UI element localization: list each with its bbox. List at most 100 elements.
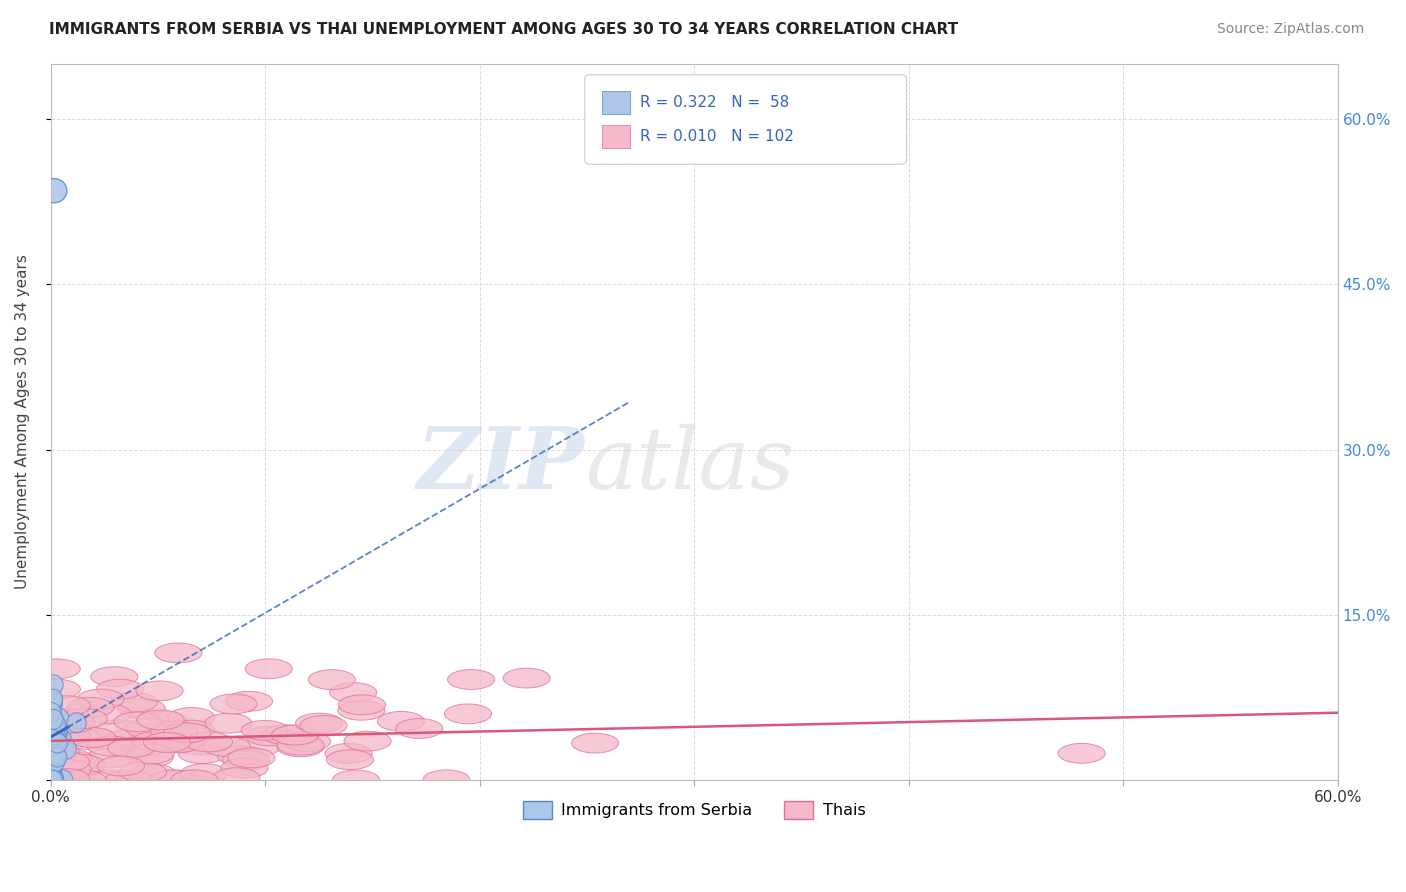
Ellipse shape	[120, 762, 166, 782]
Ellipse shape	[42, 742, 60, 762]
Ellipse shape	[44, 770, 63, 789]
Ellipse shape	[34, 680, 80, 699]
Ellipse shape	[277, 737, 323, 756]
Ellipse shape	[325, 744, 373, 764]
Ellipse shape	[46, 726, 65, 746]
Ellipse shape	[284, 731, 330, 751]
Ellipse shape	[153, 733, 201, 753]
Text: R = 0.010   N = 102: R = 0.010 N = 102	[640, 128, 794, 144]
Ellipse shape	[44, 709, 62, 729]
Ellipse shape	[114, 712, 162, 731]
Ellipse shape	[45, 748, 93, 768]
Ellipse shape	[69, 728, 115, 747]
Ellipse shape	[45, 752, 65, 772]
Ellipse shape	[44, 690, 63, 709]
Ellipse shape	[155, 732, 202, 752]
Ellipse shape	[44, 695, 62, 715]
Ellipse shape	[150, 724, 198, 744]
Ellipse shape	[56, 739, 76, 759]
Ellipse shape	[132, 731, 179, 752]
Ellipse shape	[149, 770, 197, 789]
Ellipse shape	[262, 724, 309, 745]
Ellipse shape	[87, 736, 135, 756]
Ellipse shape	[152, 770, 200, 789]
Ellipse shape	[127, 747, 173, 767]
Ellipse shape	[44, 738, 62, 758]
Ellipse shape	[44, 746, 62, 765]
Ellipse shape	[42, 703, 60, 723]
FancyBboxPatch shape	[602, 91, 630, 114]
Ellipse shape	[344, 731, 391, 751]
Ellipse shape	[209, 694, 257, 714]
Ellipse shape	[170, 770, 218, 789]
Legend: Immigrants from Serbia, Thais: Immigrants from Serbia, Thais	[516, 795, 872, 826]
Ellipse shape	[45, 720, 65, 739]
Ellipse shape	[44, 739, 63, 759]
Ellipse shape	[423, 770, 470, 789]
Ellipse shape	[42, 769, 90, 789]
Ellipse shape	[49, 752, 96, 772]
Ellipse shape	[48, 733, 67, 753]
Ellipse shape	[45, 770, 63, 789]
Ellipse shape	[44, 766, 63, 786]
Ellipse shape	[447, 670, 495, 690]
Ellipse shape	[127, 744, 174, 764]
Ellipse shape	[46, 727, 66, 747]
Ellipse shape	[246, 726, 292, 746]
Ellipse shape	[395, 719, 443, 739]
Ellipse shape	[91, 666, 138, 687]
Y-axis label: Unemployment Among Ages 30 to 34 years: Unemployment Among Ages 30 to 34 years	[15, 254, 30, 590]
Ellipse shape	[96, 720, 142, 739]
Ellipse shape	[42, 749, 62, 769]
Ellipse shape	[167, 720, 215, 740]
Ellipse shape	[129, 764, 176, 784]
Ellipse shape	[48, 723, 67, 743]
Ellipse shape	[44, 733, 63, 754]
Ellipse shape	[177, 735, 224, 755]
Ellipse shape	[271, 725, 319, 745]
Ellipse shape	[41, 770, 60, 789]
Ellipse shape	[44, 709, 63, 730]
Ellipse shape	[228, 748, 276, 768]
Ellipse shape	[42, 748, 60, 768]
Ellipse shape	[136, 681, 183, 701]
Ellipse shape	[110, 692, 157, 712]
Ellipse shape	[97, 756, 145, 776]
Ellipse shape	[44, 696, 90, 715]
Ellipse shape	[62, 730, 110, 749]
Ellipse shape	[52, 729, 72, 748]
Ellipse shape	[125, 718, 173, 739]
Ellipse shape	[41, 178, 67, 202]
Ellipse shape	[42, 770, 62, 789]
Ellipse shape	[34, 659, 80, 679]
Ellipse shape	[150, 721, 198, 741]
Ellipse shape	[222, 750, 270, 770]
Ellipse shape	[44, 732, 63, 752]
Ellipse shape	[186, 732, 232, 752]
Text: atlas: atlas	[585, 424, 794, 507]
Ellipse shape	[60, 708, 107, 729]
Ellipse shape	[245, 659, 292, 679]
Ellipse shape	[167, 770, 214, 789]
Ellipse shape	[212, 768, 260, 788]
Ellipse shape	[143, 732, 191, 752]
Ellipse shape	[42, 770, 62, 789]
Text: IMMIGRANTS FROM SERBIA VS THAI UNEMPLOYMENT AMONG AGES 30 TO 34 YEARS CORRELATIO: IMMIGRANTS FROM SERBIA VS THAI UNEMPLOYM…	[49, 22, 959, 37]
Ellipse shape	[444, 704, 492, 723]
Ellipse shape	[180, 764, 228, 783]
Ellipse shape	[308, 670, 356, 690]
Ellipse shape	[115, 770, 163, 789]
Ellipse shape	[58, 755, 105, 774]
Ellipse shape	[299, 715, 347, 735]
Ellipse shape	[41, 758, 60, 779]
Ellipse shape	[221, 758, 269, 778]
Ellipse shape	[67, 713, 86, 732]
Ellipse shape	[44, 770, 62, 789]
Ellipse shape	[44, 725, 90, 745]
Ellipse shape	[41, 770, 89, 789]
Ellipse shape	[67, 698, 114, 717]
Ellipse shape	[45, 731, 65, 750]
Ellipse shape	[42, 753, 62, 772]
FancyBboxPatch shape	[585, 75, 907, 164]
Ellipse shape	[44, 731, 63, 751]
